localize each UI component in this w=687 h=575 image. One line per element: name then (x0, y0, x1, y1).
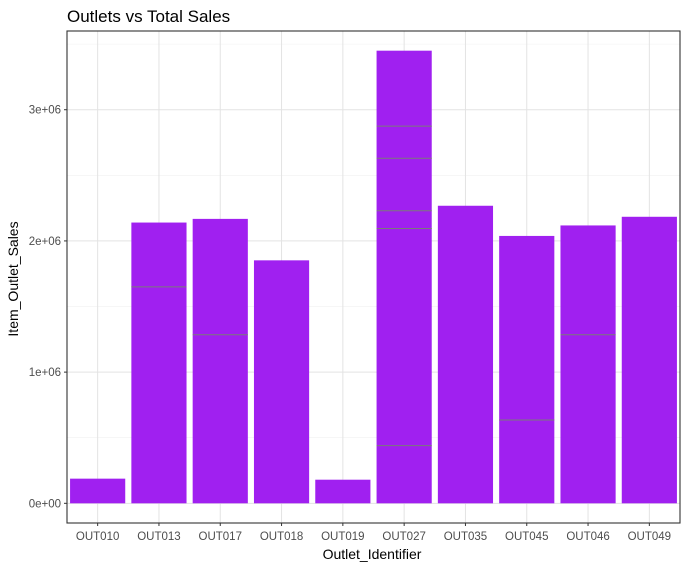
bar-out018 (253, 260, 310, 504)
bar-out013 (131, 222, 187, 504)
bar-out045 (499, 235, 555, 504)
bar-out046 (560, 225, 616, 504)
x-tick-label: OUT027 (382, 531, 425, 543)
x-tick-label: OUT046 (566, 531, 609, 543)
x-tick-label: OUT035 (444, 531, 487, 543)
x-tick-label: OUT013 (137, 531, 180, 543)
x-tick-label: OUT010 (76, 531, 119, 543)
y-tick-label: 2e+06 (29, 236, 61, 248)
y-axis-title: Item_Outlet_Sales (5, 221, 21, 336)
plot-area: 0e+00 1e+06 2e+06 3e+06 OUT010 OUT013 OUT017 OU… (29, 30, 681, 543)
x-tick-label: OUT045 (505, 531, 548, 543)
y-tick-label: 3e+06 (29, 105, 61, 117)
y-tick-label: 0e+00 (29, 498, 61, 510)
bar-out049 (621, 216, 677, 504)
chart-title: Outlets vs Total Sales (67, 7, 230, 26)
x-tick-label: OUT018 (260, 531, 303, 543)
x-tick-label: OUT019 (321, 531, 364, 543)
bar-out035 (437, 205, 494, 504)
bar-out017 (192, 218, 248, 504)
bar-out010 (70, 478, 126, 504)
x-tick-label: OUT049 (628, 531, 671, 543)
x-axis-title: Outlet_Identifier (323, 546, 422, 562)
y-tick-label: 1e+06 (29, 367, 61, 379)
x-tick-label: OUT017 (199, 531, 242, 543)
bar-out019 (315, 479, 371, 504)
bar-out027 (376, 50, 432, 504)
plot-panel-border (66, 30, 681, 524)
